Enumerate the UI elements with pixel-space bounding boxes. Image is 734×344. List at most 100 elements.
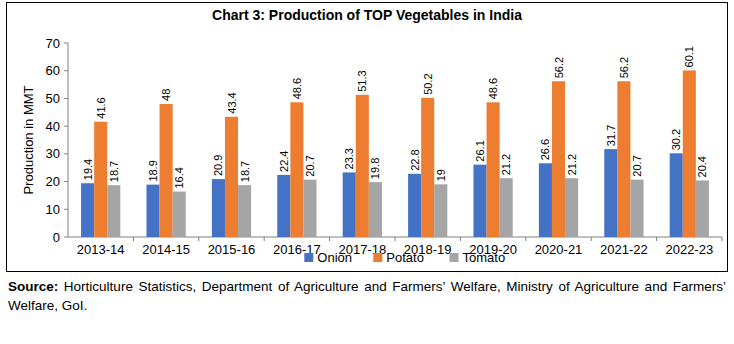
x-tick-label: 2016-17 (273, 242, 321, 257)
data-label: 19 (435, 169, 447, 181)
data-label: 20.7 (304, 155, 316, 176)
bar (369, 182, 382, 237)
y-tick (64, 181, 68, 182)
bar (434, 184, 447, 237)
data-label: 18.7 (239, 161, 251, 182)
data-label: 43.4 (226, 92, 238, 113)
x-tick (460, 237, 461, 241)
data-label: 20.9 (212, 155, 224, 176)
bar (670, 153, 683, 237)
bar (212, 179, 225, 237)
bar (565, 178, 578, 237)
y-tick-label: 70 (46, 36, 60, 51)
data-label: 30.2 (670, 129, 682, 150)
bar (303, 180, 316, 237)
bar (500, 178, 513, 237)
data-label: 41.6 (95, 97, 107, 118)
source-note: Source: Horticulture Statistics, Departm… (8, 277, 726, 315)
data-label: 22.4 (278, 150, 290, 171)
data-label: 56.2 (553, 57, 565, 78)
x-tick-label: 2021-22 (600, 242, 648, 257)
bar (107, 185, 120, 237)
y-axis (68, 43, 69, 237)
source-text: Horticulture Statistics, Department of A… (8, 279, 726, 313)
chart-frame (7, 3, 728, 272)
x-tick-label: 2013-14 (77, 242, 125, 257)
y-tick-label: 60 (46, 63, 60, 78)
chart-title: Chart 3: Production of TOP Vegetables in… (212, 7, 522, 23)
x-tick (722, 237, 723, 241)
bar (683, 70, 696, 237)
bar (146, 185, 159, 237)
bar (604, 149, 617, 237)
bar (617, 81, 630, 237)
bar (290, 102, 303, 237)
bar (552, 81, 565, 237)
data-label: 20.7 (631, 155, 643, 176)
x-tick-label: 2015-16 (208, 242, 256, 257)
bar (343, 172, 356, 237)
x-tick-label: 2014-15 (142, 242, 190, 257)
y-tick (64, 153, 68, 154)
bar (225, 117, 238, 237)
bar (630, 180, 643, 237)
data-label: 18.9 (147, 160, 159, 181)
bar (473, 165, 486, 237)
y-tick (64, 70, 68, 71)
bar (696, 180, 709, 237)
y-tick (64, 43, 68, 44)
data-label: 26.1 (474, 140, 486, 161)
x-tick (264, 237, 265, 241)
data-label: 18.7 (108, 161, 120, 182)
data-label: 20.4 (696, 156, 708, 177)
data-label: 22.8 (409, 149, 421, 170)
bar (277, 175, 290, 237)
x-tick-label: 2022-23 (665, 242, 713, 257)
legend-label: Tomato (463, 250, 506, 265)
x-tick-label: 2020-21 (535, 242, 583, 257)
bar (94, 122, 107, 237)
data-label: 21.2 (566, 154, 578, 175)
legend: Onion Potato Tomato (304, 250, 505, 265)
data-label: 19.4 (82, 159, 94, 180)
data-label: 31.7 (605, 125, 617, 146)
y-tick-label: 10 (46, 202, 60, 217)
bar (81, 183, 94, 237)
data-label: 51.3 (356, 70, 368, 91)
data-label: 16.4 (173, 167, 185, 188)
data-label: 26.6 (539, 139, 551, 160)
data-label: 50.2 (422, 73, 434, 94)
y-axis-label: Production in MMT (21, 85, 36, 194)
legend-label: Onion (317, 250, 352, 265)
y-tick (64, 209, 68, 210)
data-label: 56.2 (618, 57, 630, 78)
source-label: Source: (8, 279, 58, 294)
legend-label: Potato (386, 250, 424, 265)
y-tick (64, 126, 68, 127)
data-label: 60.1 (683, 46, 695, 67)
y-tick-label: 0 (53, 230, 60, 245)
data-label: 19.8 (369, 158, 381, 179)
x-tick (395, 237, 396, 241)
data-label: 48.6 (487, 78, 499, 99)
legend-swatch (304, 253, 313, 262)
y-tick (64, 237, 68, 238)
bar (539, 163, 552, 237)
y-tick-label: 50 (46, 91, 60, 106)
y-tick-label: 30 (46, 146, 60, 161)
data-label: 48 (160, 89, 172, 101)
y-tick (64, 98, 68, 99)
data-label: 21.2 (500, 154, 512, 175)
y-tick-label: 20 (46, 174, 60, 189)
x-tick (329, 237, 330, 241)
bar (356, 95, 369, 237)
legend-swatch (450, 253, 459, 262)
bar (487, 102, 500, 237)
bar (421, 98, 434, 237)
data-label: 23.3 (343, 148, 355, 169)
bar (173, 192, 186, 237)
bar (160, 104, 173, 237)
bars (81, 70, 709, 237)
x-tick (525, 237, 526, 241)
data-labels: 19.4 41.6 18.7 18.9 48 16.4 20.9 43.4 18.7 22.4 48… (82, 46, 709, 189)
